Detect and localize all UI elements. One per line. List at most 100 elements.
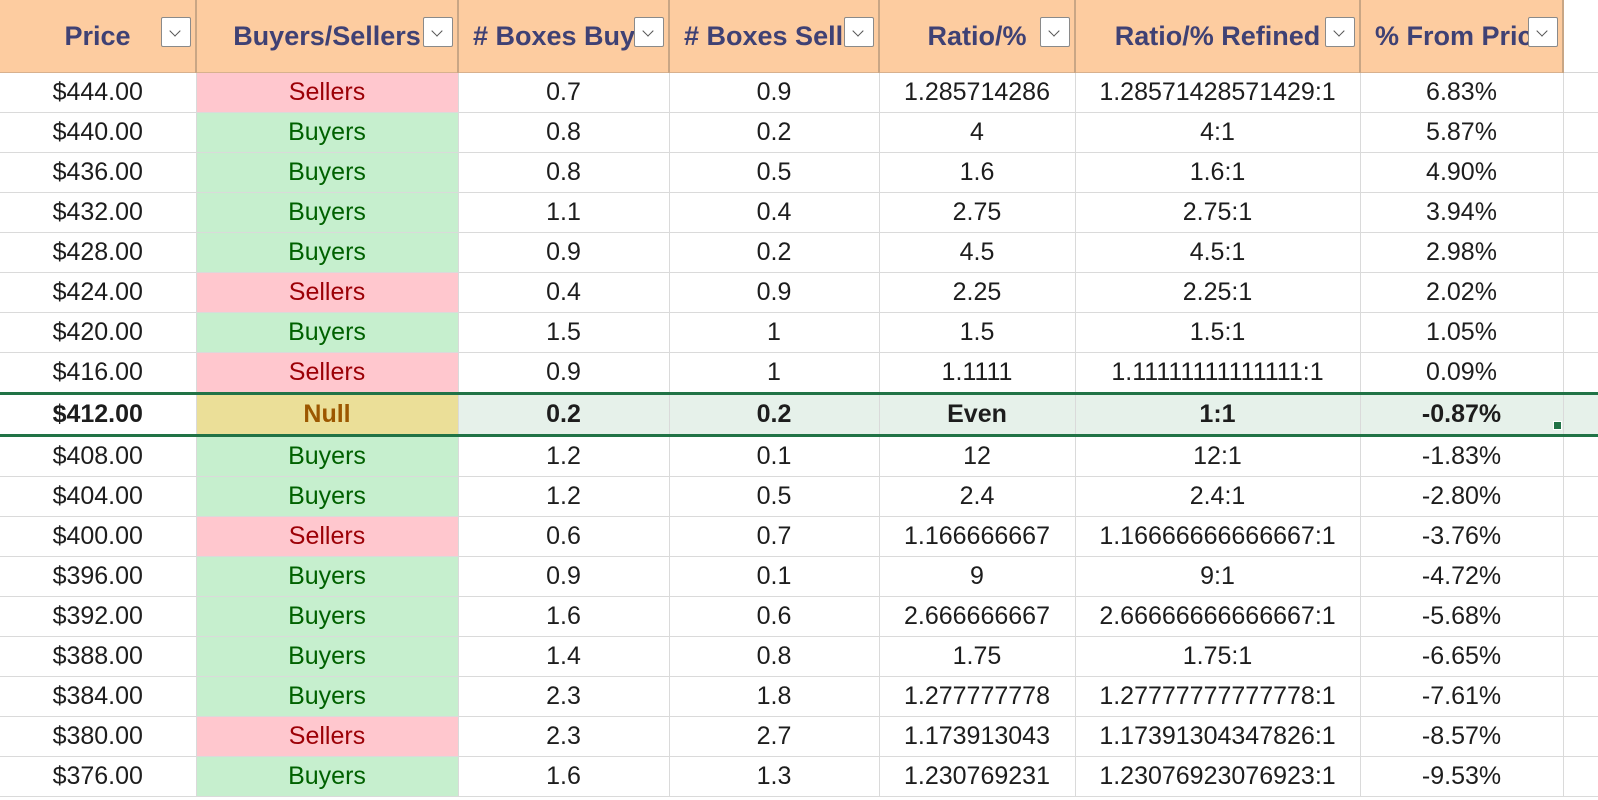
price-cell[interactable]: $420.00 xyxy=(0,312,197,353)
side-cell[interactable]: Buyers xyxy=(196,435,459,477)
ratio-cell[interactable]: 1.5 xyxy=(879,312,1076,353)
ratio-refined-cell[interactable]: 1.75:1 xyxy=(1075,636,1361,677)
boxes-bought-cell[interactable]: 0.9 xyxy=(458,232,670,273)
empty-cell[interactable] xyxy=(1563,312,1598,353)
ratio-refined-cell[interactable]: 12:1 xyxy=(1075,435,1361,477)
pct-from-price-cell[interactable]: 0.09% xyxy=(1360,352,1564,394)
table-row[interactable]: $392.00 Buyers 1.6 0.6 2.666666667 2.66666666… xyxy=(0,596,1598,637)
chevron-down-icon[interactable] xyxy=(1040,17,1070,47)
ratio-refined-cell[interactable]: 4:1 xyxy=(1075,112,1361,153)
pct-from-price-cell[interactable]: -3.76% xyxy=(1360,516,1564,557)
table-row[interactable]: $416.00 Sellers 0.9 1 1.1111 1.11111111111111… xyxy=(0,352,1598,394)
boxes-bought-cell[interactable]: 1.5 xyxy=(458,312,670,353)
boxes-sold-cell[interactable]: 0.8 xyxy=(669,636,880,677)
pct-from-price-cell[interactable]: 3.94% xyxy=(1360,192,1564,233)
boxes-bought-cell[interactable]: 1.2 xyxy=(458,476,670,517)
pct-from-price-cell[interactable]: -6.65% xyxy=(1360,636,1564,677)
ratio-cell[interactable]: 1.6 xyxy=(879,152,1076,193)
boxes-sold-cell[interactable]: 1 xyxy=(669,352,880,394)
chevron-down-icon[interactable] xyxy=(1325,17,1355,47)
ratio-cell[interactable]: 2.25 xyxy=(879,272,1076,313)
boxes-sold-cell[interactable]: 1.8 xyxy=(669,676,880,717)
ratio-refined-cell[interactable]: 1:1 xyxy=(1075,392,1361,437)
ratio-cell[interactable]: 2.4 xyxy=(879,476,1076,517)
price-cell[interactable]: $400.00 xyxy=(0,516,197,557)
ratio-refined-cell[interactable]: 1.28571428571429:1 xyxy=(1075,72,1361,113)
ratio-refined-cell[interactable]: 2.25:1 xyxy=(1075,272,1361,313)
ratio-refined-cell[interactable]: 1.16666666666667:1 xyxy=(1075,516,1361,557)
boxes-sold-cell[interactable]: 0.2 xyxy=(669,232,880,273)
ratio-refined-cell[interactable]: 2.75:1 xyxy=(1075,192,1361,233)
side-cell[interactable]: Buyers xyxy=(196,596,459,637)
table-row[interactable]: $428.00 Buyers 0.9 0.2 4.5 4.5:1 2.98% xyxy=(0,232,1598,273)
empty-cell[interactable] xyxy=(1563,152,1598,193)
table-row[interactable]: $384.00 Buyers 2.3 1.8 1.277777778 1.27777777… xyxy=(0,676,1598,717)
boxes-bought-cell[interactable]: 0.8 xyxy=(458,152,670,193)
pct-from-price-cell[interactable]: 6.83% xyxy=(1360,72,1564,113)
price-cell[interactable]: $424.00 xyxy=(0,272,197,313)
ratio-refined-cell[interactable]: 2.66666666666667:1 xyxy=(1075,596,1361,637)
empty-column-header[interactable] xyxy=(1563,0,1598,73)
ratio-refined-cell[interactable]: 1.6:1 xyxy=(1075,152,1361,193)
empty-cell[interactable] xyxy=(1563,756,1598,797)
empty-cell[interactable] xyxy=(1563,676,1598,717)
price-cell[interactable]: $412.00 xyxy=(0,392,197,437)
column-header-boxes-bought[interactable]: # Boxes Buye xyxy=(458,0,670,73)
column-header-price[interactable]: Price xyxy=(0,0,197,73)
boxes-sold-cell[interactable]: 1.3 xyxy=(669,756,880,797)
ratio-refined-cell[interactable]: 1.11111111111111:1 xyxy=(1075,352,1361,394)
empty-cell[interactable] xyxy=(1563,72,1598,113)
pct-from-price-cell[interactable]: 5.87% xyxy=(1360,112,1564,153)
table-row[interactable]: $440.00 Buyers 0.8 0.2 4 4:1 5.87% xyxy=(0,112,1598,153)
chevron-down-icon[interactable] xyxy=(844,17,874,47)
boxes-sold-cell[interactable]: 0.7 xyxy=(669,516,880,557)
pct-from-price-cell[interactable]: 2.02% xyxy=(1360,272,1564,313)
boxes-sold-cell[interactable]: 0.1 xyxy=(669,435,880,477)
boxes-bought-cell[interactable]: 0.7 xyxy=(458,72,670,113)
pct-from-price-cell[interactable]: 1.05% xyxy=(1360,312,1564,353)
table-row[interactable]: $432.00 Buyers 1.1 0.4 2.75 2.75:1 3.94% xyxy=(0,192,1598,233)
side-cell[interactable]: Buyers xyxy=(196,152,459,193)
boxes-bought-cell[interactable]: 1.2 xyxy=(458,435,670,477)
ratio-refined-cell[interactable]: 1.23076923076923:1 xyxy=(1075,756,1361,797)
ratio-cell[interactable]: 1.230769231 xyxy=(879,756,1076,797)
side-cell[interactable]: Sellers xyxy=(196,352,459,394)
boxes-bought-cell[interactable]: 2.3 xyxy=(458,716,670,757)
boxes-sold-cell[interactable]: 0.6 xyxy=(669,596,880,637)
empty-cell[interactable] xyxy=(1563,112,1598,153)
empty-cell[interactable] xyxy=(1563,596,1598,637)
price-cell[interactable]: $396.00 xyxy=(0,556,197,597)
ratio-cell[interactable]: 1.173913043 xyxy=(879,716,1076,757)
pct-from-price-cell[interactable]: -8.57% xyxy=(1360,716,1564,757)
boxes-bought-cell[interactable]: 0.8 xyxy=(458,112,670,153)
side-cell[interactable]: Buyers xyxy=(196,112,459,153)
table-row[interactable]: $376.00 Buyers 1.6 1.3 1.230769231 1.23076923… xyxy=(0,756,1598,797)
ratio-cell[interactable]: 1.166666667 xyxy=(879,516,1076,557)
column-header-boxes-sold[interactable]: # Boxes Selle xyxy=(669,0,880,73)
boxes-sold-cell[interactable]: 0.9 xyxy=(669,72,880,113)
boxes-sold-cell[interactable]: 0.1 xyxy=(669,556,880,597)
price-cell[interactable]: $416.00 xyxy=(0,352,197,394)
boxes-sold-cell[interactable]: 0.9 xyxy=(669,272,880,313)
empty-cell[interactable] xyxy=(1563,476,1598,517)
boxes-bought-cell[interactable]: 1.6 xyxy=(458,596,670,637)
price-cell[interactable]: $380.00 xyxy=(0,716,197,757)
empty-cell[interactable] xyxy=(1563,272,1598,313)
empty-cell[interactable] xyxy=(1563,516,1598,557)
pct-from-price-cell[interactable]: -4.72% xyxy=(1360,556,1564,597)
boxes-sold-cell[interactable]: 0.5 xyxy=(669,152,880,193)
pct-from-price-cell[interactable]: -9.53% xyxy=(1360,756,1564,797)
price-cell[interactable]: $408.00 xyxy=(0,435,197,477)
ratio-cell[interactable]: 1.1111 xyxy=(879,352,1076,394)
empty-cell[interactable] xyxy=(1563,636,1598,677)
side-cell[interactable]: Sellers xyxy=(196,272,459,313)
ratio-cell[interactable]: 1.277777778 xyxy=(879,676,1076,717)
boxes-bought-cell[interactable]: 0.2 xyxy=(458,392,670,437)
boxes-sold-cell[interactable]: 1 xyxy=(669,312,880,353)
pct-from-price-cell[interactable]: -1.83% xyxy=(1360,435,1564,477)
chevron-down-icon[interactable] xyxy=(423,17,453,47)
price-cell[interactable]: $384.00 xyxy=(0,676,197,717)
boxes-sold-cell[interactable]: 2.7 xyxy=(669,716,880,757)
chevron-down-icon[interactable] xyxy=(634,17,664,47)
boxes-sold-cell[interactable]: 0.4 xyxy=(669,192,880,233)
